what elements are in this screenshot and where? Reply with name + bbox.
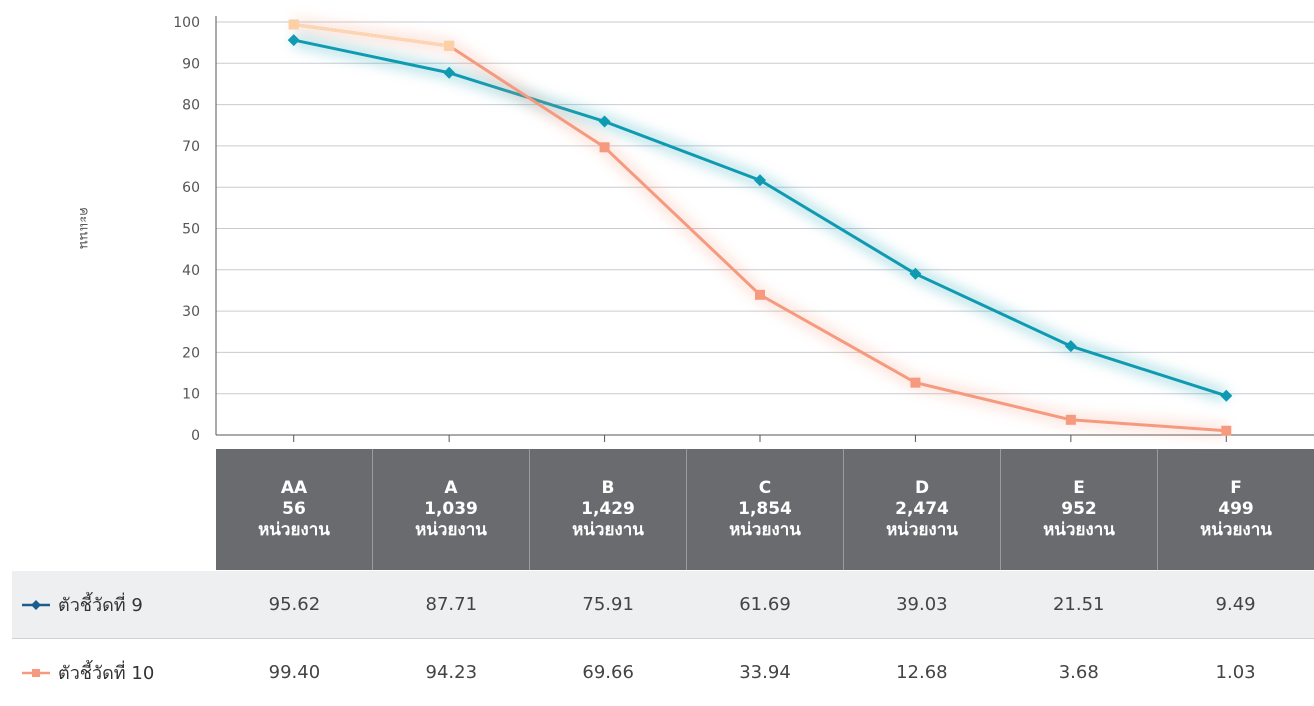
series-glow [292,35,1228,401]
axes [215,16,1314,442]
data-point-diamond [287,34,300,47]
series-glow [293,19,1227,436]
y-tick-label: 0 [191,428,200,444]
data-point-square [288,19,299,30]
data-point-square [1221,425,1232,436]
y-tick-label: 90 [182,56,200,72]
data-point-diamond [1064,340,1077,353]
data-point-square [1065,414,1076,425]
data-point-diamond [1220,389,1233,402]
data-point-diamond [443,66,456,79]
y-axis-label: คะแนน [76,207,91,249]
y-axis-ticks: 0 10 20 30 40 50 60 70 80 90 100 [173,15,200,444]
data-point-diamond [754,174,766,187]
series-line [293,38,1227,398]
data-point-diamond [598,115,611,128]
y-tick-label: 30 [182,304,200,320]
data-point-square [444,40,455,51]
y-tick-label: 80 [182,98,200,114]
y-tick-label: 10 [182,387,200,403]
y-tick-label: 40 [182,263,200,279]
data-point-square [755,289,765,300]
series-layer [287,19,1233,436]
y-tick-label: 20 [182,345,200,361]
y-tick-label: 100 [173,15,200,31]
data-point-square [599,142,610,153]
data-point-square [910,377,921,388]
series-line [293,22,1227,433]
data-point-diamond [909,267,922,280]
y-tick-label: 60 [182,180,200,196]
y-tick-label: 50 [182,222,200,238]
series-line-highlight [293,22,450,48]
grid-lines [216,21,1314,395]
y-tick-label: 70 [182,139,200,155]
